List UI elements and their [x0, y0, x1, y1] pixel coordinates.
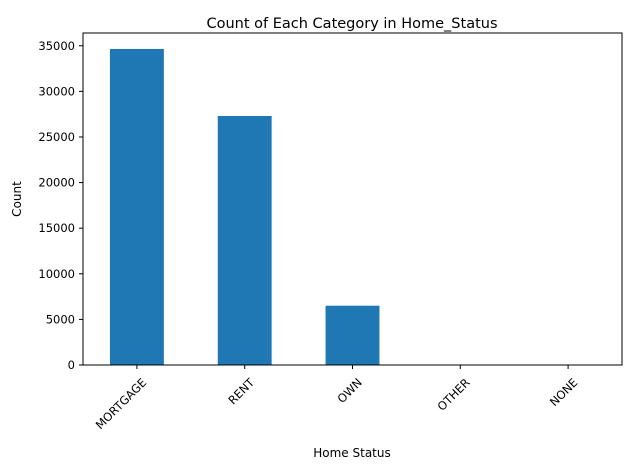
bar-own — [325, 305, 380, 365]
y-tick-label: 20000 — [38, 176, 75, 190]
plot-frame — [82, 32, 623, 366]
y-tick-label: 25000 — [38, 130, 75, 144]
y-tick-label: 10000 — [38, 267, 75, 281]
bar-rent — [217, 116, 272, 365]
bar-mortgage — [109, 48, 164, 366]
x-axis-label: Home Status — [313, 446, 391, 460]
y-tick-label: 5000 — [46, 312, 75, 326]
bars-group — [109, 48, 596, 366]
chart-title: Count of Each Category in Home_Status — [206, 16, 497, 32]
y-axis-ticks: 0 5000 10000 15000 20000 25000 30000 35000 — [38, 39, 83, 372]
y-tick-label: 35000 — [38, 39, 75, 53]
y-tick-label: 15000 — [38, 221, 75, 235]
y-axis-label: Count — [10, 181, 24, 217]
y-tick-label: 30000 — [38, 84, 75, 98]
y-tick-label: 0 — [68, 358, 75, 372]
